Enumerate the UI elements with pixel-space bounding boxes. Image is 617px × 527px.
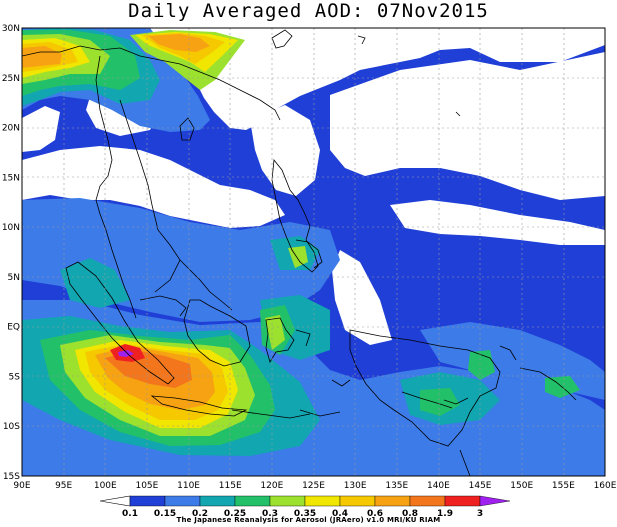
longitude-label: 110E: [177, 481, 200, 491]
latitude-label: 20N: [2, 124, 20, 134]
longitude-label: 160E: [594, 481, 617, 491]
longitude-label: 125E: [302, 481, 325, 491]
longitude-label: 95E: [55, 481, 72, 491]
plot-frame: [21, 27, 606, 477]
longitude-label: 145E: [469, 481, 492, 491]
colorbar-swatch: [444, 495, 481, 507]
colorbar-label: 0.2: [192, 509, 208, 519]
longitude-label: 105E: [135, 481, 158, 491]
latitude-label: 10N: [2, 223, 20, 233]
colorbar-swatch: [164, 495, 201, 507]
colorbar-label: 0.3: [262, 509, 278, 519]
longitude-labels: 90E 95E 100E 105E 110E 115E 120E 125E 130E 135E 14…: [13, 481, 616, 491]
grid-lines: [22, 28, 605, 476]
latitude-label: 30N: [2, 24, 20, 34]
map-title: Daily Averaged AOD: 07Nov2015: [128, 0, 489, 22]
colorbar-label: 0.25: [224, 509, 246, 519]
longitude-label: 155E: [552, 481, 575, 491]
latitude-label: 5N: [8, 273, 20, 283]
latitude-label: 5S: [9, 372, 21, 382]
colorbar: 0.1 0.15 0.2 0.25 0.3 0.35 0.4 0.6 0.8 1.9 3: [99, 495, 511, 519]
colorbar-low-end: [99, 495, 131, 507]
colorbar-label: 0.15: [154, 509, 176, 519]
colorbar-swatch: [269, 495, 306, 507]
longitude-label: 140E: [427, 481, 450, 491]
latitude-label: 15N: [2, 173, 20, 183]
colorbar-label: 0.4: [332, 509, 348, 519]
longitude-label: 90E: [13, 481, 30, 491]
colorbar-high-end: [479, 495, 511, 507]
colorbar-swatch: [199, 495, 236, 507]
colorbar-swatch: [339, 495, 376, 507]
colorbar-swatch: [374, 495, 411, 507]
latitude-label: EQ: [7, 323, 20, 333]
colorbar-label: 0.8: [402, 509, 418, 519]
colorbar-label: 0.6: [367, 509, 383, 519]
colorbar-label: 0.1: [122, 509, 138, 519]
colorbar-label: 3: [477, 509, 483, 519]
longitude-label: 135E: [385, 481, 408, 491]
colorbar-label: 0.35: [294, 509, 316, 519]
colorbar-label: 1.9: [437, 509, 453, 519]
latitude-label: 25N: [2, 74, 20, 84]
longitude-label: 150E: [510, 481, 533, 491]
colorbar-swatch: [304, 495, 341, 507]
coastlines: [22, 29, 577, 476]
longitude-label: 100E: [94, 481, 117, 491]
longitude-label: 120E: [260, 481, 283, 491]
latitude-labels: 30N 25N 20N 15N 10N 5N EQ 5S 10S 15S: [2, 24, 20, 482]
credit-text: The Japanese Reanalysis for Aerosol (JRA…: [176, 516, 441, 524]
colorbar-swatch: [234, 495, 271, 507]
latitude-label: 15S: [3, 472, 20, 482]
longitude-label: 115E: [219, 481, 242, 491]
latitude-label: 10S: [3, 422, 20, 432]
colorbar-swatch: [129, 495, 166, 507]
aod-3-areas: [118, 350, 134, 357]
colorbar-swatch: [409, 495, 446, 507]
longitude-label: 130E: [344, 481, 367, 491]
